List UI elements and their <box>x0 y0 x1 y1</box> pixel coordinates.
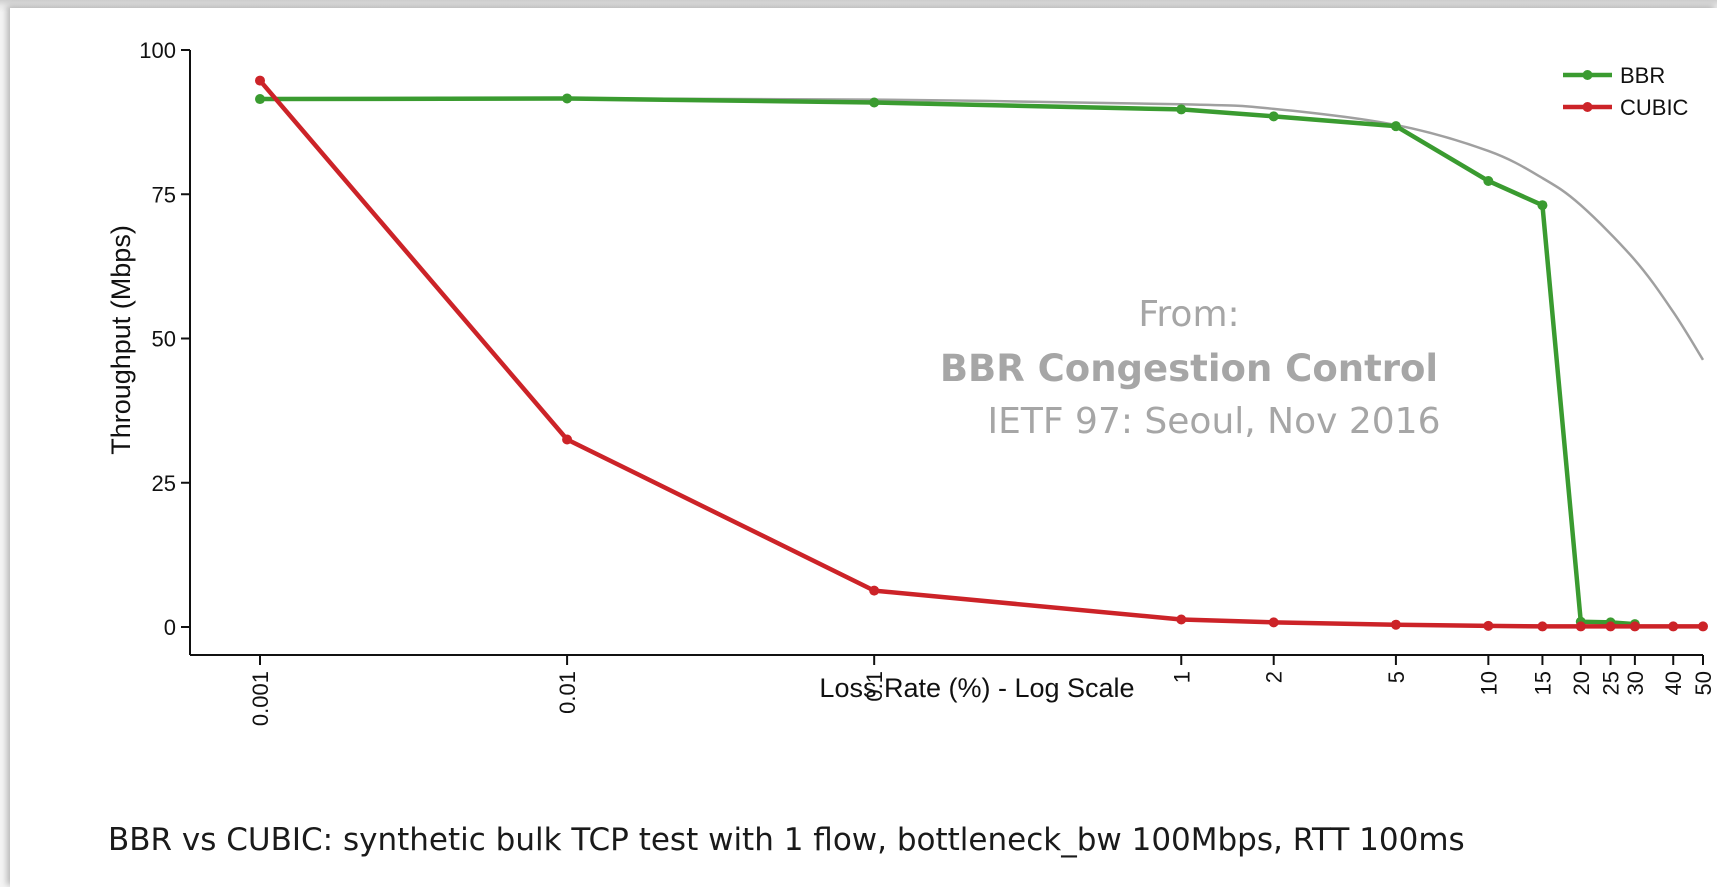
x-tick-label: 0.001 <box>248 671 273 726</box>
data-point-cubic <box>869 585 880 596</box>
data-point-cubic <box>562 434 573 445</box>
legend-marker-cubic <box>1582 102 1593 112</box>
watermark: From: BBR Congestion Control IETF 97: Se… <box>940 294 1441 442</box>
data-point-cubic <box>1268 617 1279 628</box>
data-point-cubic <box>1390 619 1401 630</box>
x-tick-label: 40 <box>1661 671 1686 695</box>
data-point-cubic <box>255 75 265 86</box>
watermark-line-2: BBR Congestion Control <box>940 347 1438 390</box>
data-point-bbr <box>1268 111 1279 122</box>
data-point-bbr <box>1537 200 1548 211</box>
y-tick-label: 75 <box>152 182 176 207</box>
data-point-cubic <box>1629 621 1640 632</box>
watermark-line-1: From: <box>1138 294 1239 335</box>
x-tick-label: 0.01 <box>555 671 580 714</box>
legend-label-bbr: BBR <box>1620 63 1665 88</box>
data-point-bbr <box>1483 175 1494 186</box>
x-tick-label: 20 <box>1569 671 1594 695</box>
data-point-cubic <box>1483 620 1494 631</box>
x-axis-title: Loss Rate (%) - Log Scale <box>819 673 1134 703</box>
data-point-bbr <box>562 93 573 104</box>
data-point-bbr <box>869 97 880 108</box>
x-tick-label: 0.1 <box>862 671 887 702</box>
x-tick-label: 1 <box>1169 671 1194 683</box>
x-tick-label: 25 <box>1599 671 1624 695</box>
data-point-cubic <box>1537 621 1548 632</box>
data-point-bbr <box>255 94 265 105</box>
x-tick-label: 5 <box>1384 671 1409 683</box>
legend-label-cubic: CUBIC <box>1620 95 1689 120</box>
slide-card: 0 25 50 75 100 0.001 0.01 0.1 1 2 5 10 15 20 25 30 40 50 B… <box>10 8 1717 887</box>
data-point-cubic <box>1668 621 1679 632</box>
y-tick-label: 25 <box>152 471 176 496</box>
data-point-cubic <box>1176 614 1187 625</box>
x-tick-label: 10 <box>1476 671 1501 695</box>
x-tick-label: 15 <box>1530 671 1555 695</box>
y-tick-label: 50 <box>152 327 176 352</box>
reference-curve <box>259 97 1705 361</box>
watermark-line-3: IETF 97: Seoul, Nov 2016 <box>988 401 1441 442</box>
y-axis-title: Throughput (Mbps) <box>106 225 136 455</box>
y-tick-label: 100 <box>139 38 176 63</box>
legend-marker-bbr <box>1582 70 1593 80</box>
x-tick-label: 50 <box>1691 671 1716 695</box>
y-tick-label: 0 <box>164 615 176 640</box>
data-point-cubic <box>1575 621 1586 632</box>
data-point-cubic <box>1605 621 1616 632</box>
data-point-bbr <box>1176 104 1187 115</box>
data-point-cubic <box>1698 621 1708 632</box>
data-point-bbr <box>1390 121 1401 132</box>
slide-caption: BBR vs CUBIC: synthetic bulk TCP test wi… <box>108 822 1465 858</box>
x-tick-label: 30 <box>1623 671 1648 695</box>
x-tick-label: 2 <box>1262 671 1287 683</box>
